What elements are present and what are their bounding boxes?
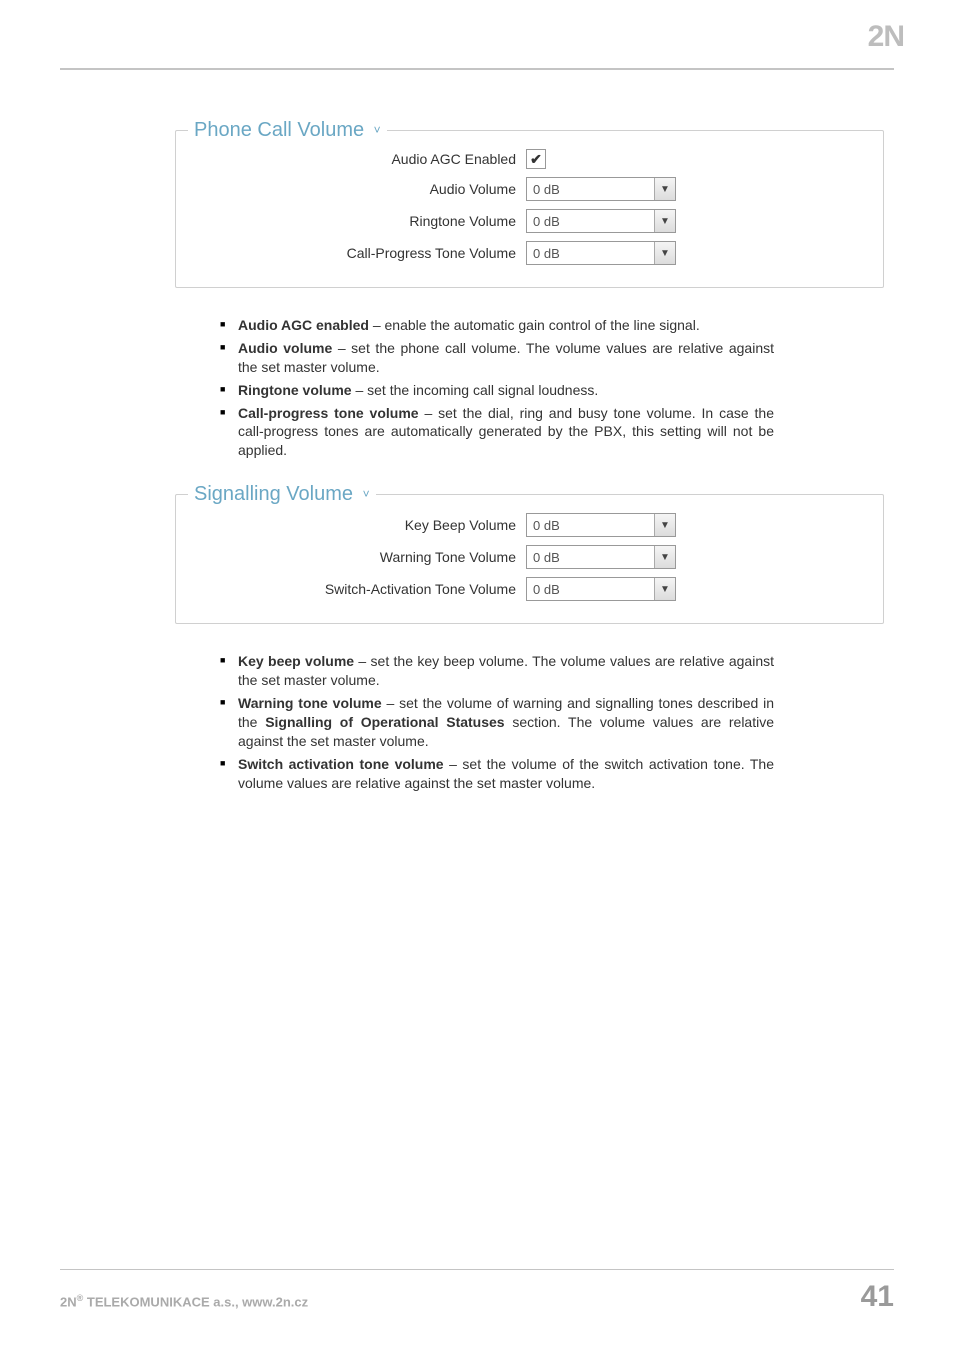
list-item: Call-progress tone volume – set the dial… xyxy=(220,404,774,461)
term: Warning tone volume xyxy=(238,695,382,711)
checkbox-audio-agc[interactable]: ✔ xyxy=(526,149,546,169)
chevron-down-icon: ˅ xyxy=(359,487,370,501)
label-audio-agc: Audio AGC Enabled xyxy=(196,151,526,167)
select-key-beep-volume[interactable]: 0 dB ▼ xyxy=(526,513,676,537)
list-item: Audio AGC enabled – enable the automatic… xyxy=(220,316,774,335)
label-call-progress-volume: Call-Progress Tone Volume xyxy=(196,245,526,261)
row-audio-agc: Audio AGC Enabled ✔ xyxy=(196,149,863,169)
select-value: 0 dB xyxy=(527,182,560,197)
list-item: Key beep volume – set the key beep volum… xyxy=(220,652,774,690)
header-rule xyxy=(60,68,894,70)
page-number: 41 xyxy=(861,1280,894,1314)
panel-title-phone-call-volume[interactable]: Phone Call Volume ˅ xyxy=(188,119,387,142)
panel-title-signalling-volume[interactable]: Signalling Volume ˅ xyxy=(188,483,376,506)
definition: – set the incoming call signal loudness. xyxy=(352,382,599,398)
dropdown-icon: ▼ xyxy=(654,242,675,264)
list-item: Ringtone volume – set the incoming call … xyxy=(220,381,774,400)
phone-call-volume-panel: Phone Call Volume ˅ Audio AGC Enabled ✔ … xyxy=(175,130,884,288)
select-value: 0 dB xyxy=(527,214,560,229)
label-warning-tone-volume: Warning Tone Volume xyxy=(196,549,526,565)
term: Call-progress tone volume xyxy=(238,405,419,421)
row-key-beep-volume: Key Beep Volume 0 dB ▼ xyxy=(196,513,863,537)
dropdown-icon: ▼ xyxy=(654,514,675,536)
term: Audio volume xyxy=(238,340,332,356)
desc-phone-call-volume: Audio AGC enabled – enable the automatic… xyxy=(220,316,774,460)
list-item: Audio volume – set the phone call volume… xyxy=(220,339,774,377)
desc-signalling-volume: Key beep volume – set the key beep volum… xyxy=(220,652,774,792)
select-value: 0 dB xyxy=(527,246,560,261)
select-switch-activation-volume[interactable]: 0 dB ▼ xyxy=(526,577,676,601)
term: Key beep volume xyxy=(238,653,354,669)
label-key-beep-volume: Key Beep Volume xyxy=(196,517,526,533)
panel-title-text: Phone Call Volume xyxy=(194,119,364,141)
dropdown-icon: ▼ xyxy=(654,546,675,568)
row-call-progress-volume: Call-Progress Tone Volume 0 dB ▼ xyxy=(196,241,863,265)
footer-company: 2N® TELEKOMUNIKACE a.s., www.2n.cz xyxy=(60,1293,308,1309)
list-item: Switch activation tone volume – set the … xyxy=(220,755,774,793)
select-audio-volume[interactable]: 0 dB ▼ xyxy=(526,177,676,201)
definition: – enable the automatic gain control of t… xyxy=(369,317,700,333)
signalling-volume-panel: Signalling Volume ˅ Key Beep Volume 0 dB… xyxy=(175,494,884,624)
select-ringtone-volume[interactable]: 0 dB ▼ xyxy=(526,209,676,233)
select-value: 0 dB xyxy=(527,550,560,565)
dropdown-icon: ▼ xyxy=(654,210,675,232)
chevron-down-icon: ˅ xyxy=(370,123,381,137)
dropdown-icon: ▼ xyxy=(654,578,675,600)
row-ringtone-volume: Ringtone Volume 0 dB ▼ xyxy=(196,209,863,233)
page-footer: 2N® TELEKOMUNIKACE a.s., www.2n.cz 41 xyxy=(60,1269,894,1314)
row-switch-activation-volume: Switch-Activation Tone Volume 0 dB ▼ xyxy=(196,577,863,601)
term-inline: Signalling of Operational Statuses xyxy=(265,714,504,730)
list-item: Warning tone volume – set the volume of … xyxy=(220,694,774,751)
dropdown-icon: ▼ xyxy=(654,178,675,200)
label-audio-volume: Audio Volume xyxy=(196,181,526,197)
select-call-progress-volume[interactable]: 0 dB ▼ xyxy=(526,241,676,265)
panel-title-text: Signalling Volume xyxy=(194,483,353,505)
select-value: 0 dB xyxy=(527,582,560,597)
select-warning-tone-volume[interactable]: 0 dB ▼ xyxy=(526,545,676,569)
row-audio-volume: Audio Volume 0 dB ▼ xyxy=(196,177,863,201)
footer-company-text: TELEKOMUNIKACE a.s., www.2n.cz xyxy=(83,1294,308,1309)
term: Ringtone volume xyxy=(238,382,352,398)
label-switch-activation-volume: Switch-Activation Tone Volume xyxy=(196,581,526,597)
brand-logo: 2N xyxy=(868,20,904,54)
select-value: 0 dB xyxy=(527,518,560,533)
term: Audio AGC enabled xyxy=(238,317,369,333)
row-warning-tone-volume: Warning Tone Volume 0 dB ▼ xyxy=(196,545,863,569)
term: Switch activation tone volume xyxy=(238,756,444,772)
footer-brand: 2N xyxy=(60,1294,77,1309)
label-ringtone-volume: Ringtone Volume xyxy=(196,213,526,229)
